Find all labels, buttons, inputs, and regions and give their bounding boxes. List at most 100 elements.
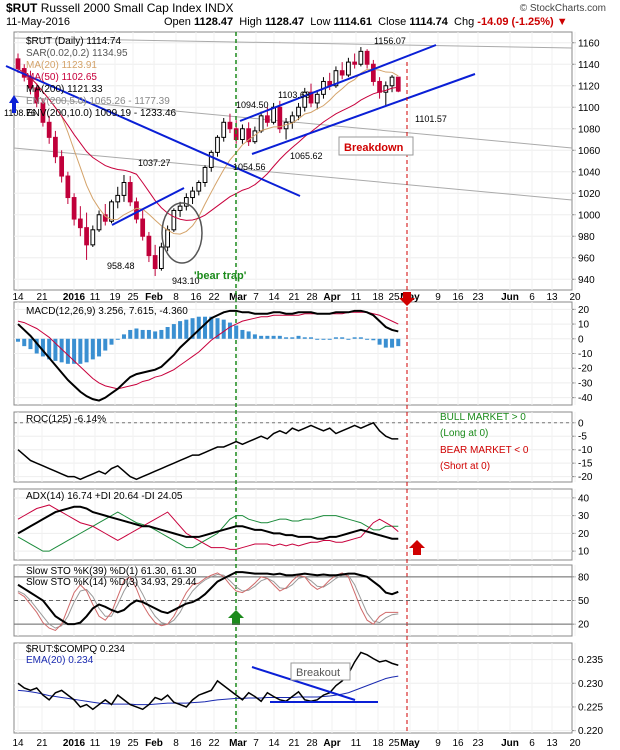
candle-body bbox=[127, 182, 133, 203]
macd-histogram-bar bbox=[390, 338, 395, 348]
y-tick-label: 1120 bbox=[578, 81, 600, 92]
price-label: 1103.63 bbox=[278, 90, 310, 100]
y-tick-label: 10 bbox=[578, 547, 590, 558]
price-label: 1094.50 bbox=[236, 100, 269, 110]
roc-legend: ROC(125) -6.14% bbox=[26, 414, 106, 425]
y-tick-label: 1060 bbox=[578, 146, 601, 157]
price-label: 1108.76 bbox=[4, 108, 36, 118]
x-axis-label: 9 bbox=[435, 738, 441, 749]
candle-body bbox=[46, 121, 52, 138]
macd-histogram-bar bbox=[396, 338, 401, 347]
x-axis-label: 16 bbox=[452, 292, 464, 303]
y-tick-label: 1160 bbox=[578, 38, 600, 49]
candle-body bbox=[146, 235, 152, 257]
x-axis-label: 20 bbox=[569, 738, 581, 749]
macd-histogram-bar bbox=[78, 338, 83, 364]
x-axis-label: 11 bbox=[351, 292, 362, 303]
high-label: High bbox=[239, 16, 262, 28]
symbol: $RUT bbox=[6, 1, 38, 15]
y-tick-label: 0.225 bbox=[578, 702, 603, 713]
x-axis-label: 20 bbox=[569, 292, 581, 303]
macd-histogram-bar bbox=[265, 335, 270, 339]
panel-frame bbox=[13, 642, 573, 734]
y-tick-label: 1100 bbox=[578, 103, 600, 114]
macd-histogram-bar bbox=[59, 338, 64, 363]
candle-body bbox=[364, 50, 370, 65]
chg-value: -14.09 (-1.25%) bbox=[477, 16, 554, 28]
macd-histogram-bar bbox=[103, 338, 108, 351]
y-tick-label: 0 bbox=[578, 334, 584, 345]
macd-histogram-bar bbox=[365, 338, 370, 340]
x-axis-label: 11 bbox=[90, 738, 101, 749]
macd-histogram-bar bbox=[134, 328, 139, 339]
macd-histogram-bar bbox=[352, 337, 357, 339]
candle-body bbox=[302, 91, 308, 108]
macd-histogram-bar bbox=[252, 334, 257, 339]
bear-trap-ellipse bbox=[161, 202, 203, 264]
blue-up-arrow-icon bbox=[9, 95, 19, 113]
candle-body bbox=[165, 229, 170, 248]
macd-histogram-bar bbox=[97, 338, 102, 357]
macd-histogram-bar bbox=[16, 338, 20, 342]
candle-body bbox=[221, 121, 227, 138]
x-axis-label: 18 bbox=[372, 292, 384, 303]
candle-body bbox=[308, 91, 314, 104]
macd-histogram-bar bbox=[171, 324, 176, 339]
adx-legend: ADX(14) 16.74 +DI 20.64 -DI 24.05 bbox=[26, 491, 183, 502]
y-tick-label: -10 bbox=[578, 349, 593, 360]
x-axis-label: 2016 bbox=[63, 292, 86, 303]
candle-body bbox=[152, 255, 158, 270]
macd-histogram-bar bbox=[221, 319, 226, 339]
candle-body bbox=[134, 201, 139, 220]
candle-body bbox=[171, 209, 177, 231]
x-axis-label: 21 bbox=[36, 738, 48, 749]
y-tick-label: 50 bbox=[578, 596, 590, 607]
stoch-legend-1: Slow STO %K(39) %D(1) 61.30, 61.30 bbox=[26, 566, 197, 577]
candle-body bbox=[59, 156, 65, 177]
x-axis-label: 18 bbox=[372, 738, 384, 749]
price-label: 1037.27 bbox=[138, 158, 171, 168]
x-axis-label: 25 bbox=[388, 738, 400, 749]
candle-body bbox=[15, 58, 21, 70]
x-axis-label: Apr bbox=[323, 292, 340, 303]
candle-body bbox=[314, 93, 320, 104]
x-axis-label: Feb bbox=[145, 738, 163, 749]
macd-histogram-bar bbox=[358, 337, 363, 339]
x-axis-label: 13 bbox=[546, 738, 558, 749]
candle-body bbox=[159, 246, 164, 269]
candle-body bbox=[246, 128, 252, 143]
macd-histogram-bar bbox=[109, 338, 114, 345]
green-up-arrow-icon bbox=[228, 610, 244, 625]
y-tick-label: 30 bbox=[578, 511, 590, 522]
price-label: 1101.57 bbox=[415, 114, 447, 124]
y-tick-label: -40 bbox=[578, 393, 593, 404]
y-tick-label: 20 bbox=[578, 305, 590, 316]
macd-histogram-bar bbox=[53, 338, 58, 361]
x-axis-label: 21 bbox=[288, 738, 300, 749]
x-axis-label: 7 bbox=[253, 292, 259, 303]
ratio-ema-legend: EMA(20) 0.234 bbox=[26, 655, 94, 666]
x-axis-label: 22 bbox=[208, 292, 220, 303]
x-axis-label: Jun bbox=[501, 292, 519, 303]
candle-body bbox=[370, 63, 376, 82]
chart-date: 11-May-2016 bbox=[6, 16, 70, 28]
macd-histogram-bar bbox=[271, 335, 276, 339]
macd-histogram-bar bbox=[377, 338, 382, 345]
candle-body bbox=[65, 175, 71, 199]
open-label: Open bbox=[164, 16, 191, 28]
macd-histogram-bar bbox=[153, 331, 158, 339]
close-value: 1114.74 bbox=[409, 16, 448, 28]
candle-body bbox=[352, 61, 358, 65]
y-tick-label: 1020 bbox=[578, 189, 601, 200]
macd-signal-line bbox=[17, 311, 399, 390]
x-axis-label: 6 bbox=[529, 738, 535, 749]
env-lower-line bbox=[13, 147, 573, 201]
macd-histogram-bar bbox=[371, 338, 376, 341]
price-label: 1065.62 bbox=[290, 151, 323, 161]
chg-label: Chg bbox=[454, 16, 475, 28]
breakout-label: Breakout bbox=[296, 667, 340, 679]
candle-body bbox=[121, 182, 127, 196]
x-axis-label: 19 bbox=[109, 292, 121, 303]
candle-body bbox=[296, 106, 301, 117]
